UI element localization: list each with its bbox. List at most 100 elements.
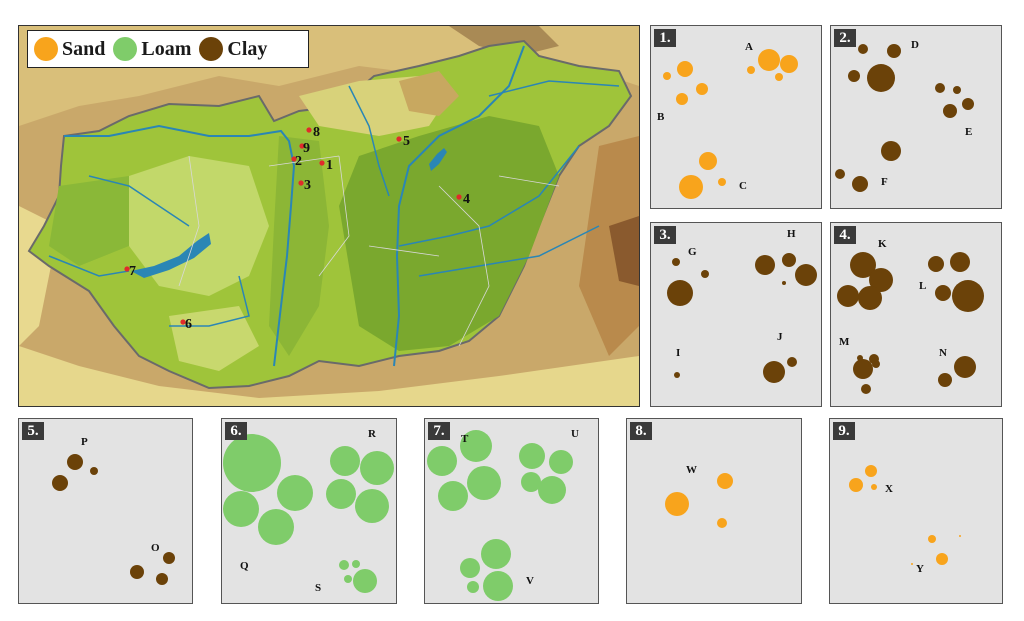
panel-site-1: A B C 1. — [650, 25, 822, 209]
legend-item-clay: Clay — [199, 37, 267, 61]
loam-particle — [460, 558, 480, 578]
sample-label: P — [81, 436, 88, 448]
panel-drawing: D E F — [835, 39, 974, 192]
river-zala — [48, 255, 130, 277]
panel-number: 8. — [630, 422, 652, 440]
loam-particle — [438, 481, 468, 511]
loam-particle — [353, 569, 377, 593]
panel-number: 5. — [22, 422, 44, 440]
clay-particle — [848, 70, 860, 82]
panel-number: 1. — [654, 29, 676, 47]
sample-label: Y — [916, 563, 924, 575]
panel-number: 4. — [834, 226, 856, 244]
site-marker-label: 7 — [129, 264, 136, 279]
loam-swatch — [113, 37, 138, 61]
clay-particle — [869, 268, 893, 292]
sample-label: N — [939, 347, 947, 359]
sand-particle — [696, 83, 708, 95]
clay-particle — [867, 64, 895, 92]
clay-particle — [52, 475, 68, 491]
clay-particle — [674, 372, 680, 378]
panel-number: 7. — [428, 422, 450, 440]
panel-drawing: K L M N — [837, 238, 984, 394]
site-marker-dot — [396, 136, 402, 142]
panel-drawing: R Q S — [223, 428, 394, 594]
loam-particle — [427, 446, 457, 476]
site-marker-label: 8 — [313, 125, 320, 140]
panel-drawing: A B C — [657, 41, 798, 199]
loam-particle — [549, 450, 573, 474]
sand-particle — [717, 473, 733, 489]
loam-particle — [538, 476, 566, 504]
loam-particle — [360, 451, 394, 485]
clay-particle — [835, 169, 845, 179]
soil-legend: Sand Loam Clay — [27, 30, 309, 68]
site-marker-dot — [319, 160, 325, 166]
river-maros — [418, 225, 600, 277]
sample-label: E — [965, 126, 972, 138]
loam-particle — [481, 539, 511, 569]
river-zagyva — [348, 85, 390, 197]
sample-label: K — [878, 238, 887, 250]
clay-particle — [935, 83, 945, 93]
loam-particle — [223, 434, 281, 492]
sample-label: Q — [240, 560, 249, 572]
sample-label: B — [657, 111, 665, 123]
site-marker-dot — [306, 127, 312, 133]
clay-particle — [763, 361, 785, 383]
loam-particle — [521, 472, 541, 492]
loam-particle — [467, 466, 501, 500]
sample-label: O — [151, 542, 160, 554]
clay-particle — [952, 280, 984, 312]
sample-label: V — [526, 575, 534, 587]
site-marker-label: 6 — [185, 317, 192, 332]
clay-particle — [950, 252, 970, 272]
sand-particle — [959, 535, 961, 537]
sand-particle — [665, 492, 689, 516]
loam-particle — [223, 491, 259, 527]
clay-particle — [852, 176, 868, 192]
loam-particle — [352, 560, 360, 568]
panel-site-7: T U V 7. — [424, 418, 599, 604]
river-tisza — [393, 45, 525, 367]
hills-southwest — [169, 306, 259, 371]
clay-particle — [872, 360, 880, 368]
clay-particle — [943, 104, 957, 118]
sample-label: T — [461, 433, 469, 445]
clay-particle — [156, 573, 168, 585]
site-marker-label: 4 — [463, 192, 470, 207]
river-raba — [88, 175, 190, 227]
sand-particle — [936, 553, 948, 565]
site-marker-label: 1 — [326, 158, 333, 173]
clay-particle — [130, 565, 144, 579]
clay-particle — [787, 357, 797, 367]
panel-drawing: PO — [52, 436, 175, 585]
river-szamos — [488, 80, 620, 97]
loam-particle — [344, 575, 352, 583]
clay-particle — [938, 373, 952, 387]
site-marker-dot — [291, 156, 297, 162]
sand-particle — [718, 178, 726, 186]
sand-particle — [865, 465, 877, 477]
clay-particle — [953, 86, 961, 94]
site-marker-label: 3 — [304, 178, 311, 193]
loam-particle — [339, 560, 349, 570]
sample-label: J — [777, 331, 783, 343]
loam-particle — [519, 443, 545, 469]
sand-particle — [775, 73, 783, 81]
sand-particle — [676, 93, 688, 105]
relief-east-peaks — [609, 216, 639, 286]
site-marker-dot — [124, 266, 130, 272]
sample-label: U — [571, 428, 579, 440]
sample-label: M — [839, 336, 850, 348]
panel-site-2: D E F 2. — [830, 25, 1002, 209]
panel-site-3: G H I J 3. — [650, 222, 822, 407]
panel-site-4: K L M N 4. — [830, 222, 1002, 407]
sand-particle — [679, 175, 703, 199]
sample-label: L — [919, 280, 926, 292]
clay-particle — [954, 356, 976, 378]
panel-site-6: R Q S 6. — [221, 418, 397, 604]
